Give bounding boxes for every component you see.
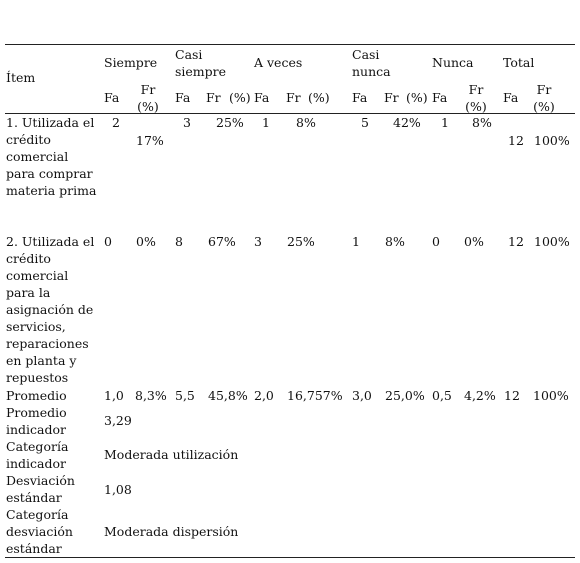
row2-nunca-fr: 0% [464,234,484,249]
header-nunca: Nunca [432,55,474,70]
row2-nunca-fa: 0 [432,234,440,249]
subheader-fa-nunca: Fa [432,90,448,105]
subheader-fa-siempre: Fa [104,90,120,105]
row1-casi-siempre-fr: 25% [216,115,244,130]
row2-a-veces-fa: 3 [254,234,262,249]
subheader-pct-a-veces: (%) [308,90,330,105]
subheader-fr-total: Fr (%) [533,82,555,114]
promedio-casi-siempre-fa: 5,5 [175,388,195,403]
header-casi-nunca: Casi nunca [352,47,391,79]
row2-casi-nunca-fa: 1 [352,234,360,249]
promedio-indicador-value: 3,29 [104,413,132,428]
row1-nunca-fa: 1 [441,115,449,130]
subheader-pct-casi-nunca: (%) [406,90,428,105]
row2-total-fr: 100% [534,234,570,249]
row2-item: 2. Utilizada el crédito comercial para l… [6,234,95,385]
subheader-fa-a-veces: Fa [254,90,270,105]
promedio-a-veces-fa: 2,0 [254,388,274,403]
subheader-fr-siempre: Fr (%) [137,82,159,114]
promedio-nunca-fa: 0,5 [432,388,452,403]
row2-siempre-fr: 0% [136,234,156,249]
promedio-total-fr: 100% [533,388,569,403]
promedio-casi-siempre-fr: 45,8% [208,388,248,403]
row2-siempre-fa: 0 [104,234,112,249]
subheader-fa-total: Fa [503,90,519,105]
promedio-casi-nunca-fr: 25,0% [385,388,425,403]
row1-casi-nunca-fa: 5 [361,115,369,130]
promedio-indicador-label: Promedio indicador [6,405,67,437]
desviacion-estandar-label: Desviación estándar [6,473,75,505]
promedio-label: Promedio [6,388,67,403]
row1-siempre-fa: 2 [112,115,120,130]
header-casi-siempre: Casi siempre [175,47,227,79]
subheader-fr-nunca: Fr (%) [465,82,487,114]
categoria-desviacion-label: Categoría desviación estándar [6,507,73,556]
row1-casi-nunca-fr: 42% [393,115,421,130]
subheader-fa-casi-nunca: Fa [352,90,368,105]
subheader-fr-casi-siempre: Fr [206,90,221,105]
table-top-rule [5,44,575,45]
subheader-fr-casi-nunca: Fr [384,90,399,105]
subheader-pct-casi-siempre: (%) [229,90,251,105]
row2-casi-siempre-fr: 67% [208,234,236,249]
table-bottom-rule [5,557,575,558]
row2-casi-nunca-fr: 8% [385,234,405,249]
row1-total-fa: 12 [508,133,524,148]
subheader-fa-casi-siempre: Fa [175,90,191,105]
row1-casi-siempre-fa: 3 [183,115,191,130]
header-siempre: Siempre [104,55,158,70]
row2-a-veces-fr: 25% [287,234,315,249]
row1-a-veces-fa: 1 [262,115,270,130]
subheader-fr-a-veces: Fr [286,90,301,105]
row1-siempre-fr: 17% [136,133,164,148]
header-total: Total [503,55,535,70]
promedio-nunca-fr: 4,2% [464,388,496,403]
header-a-veces: A veces [254,55,303,70]
promedio-total-fa: 12 [504,388,520,403]
row2-total-fa: 12 [508,234,524,249]
desviacion-estandar-value: 1,08 [104,482,132,497]
row1-nunca-fr: 8% [472,115,492,130]
row2-casi-siempre-fa: 8 [175,234,183,249]
row1-item: 1. Utilizada el crédito comercial para c… [6,115,97,198]
header-item: Ítem [6,70,36,85]
categoria-desviacion-value: Moderada dispersión [104,524,239,539]
promedio-siempre-fa: 1,0 [104,388,124,403]
promedio-a-veces-fr: 16,757% [287,388,343,403]
promedio-siempre-fr: 8,3% [135,388,167,403]
promedio-casi-nunca-fa: 3,0 [352,388,372,403]
row1-a-veces-fr: 8% [296,115,316,130]
categoria-indicador-label: Categoría indicador [6,439,69,471]
header-bottom-rule [5,113,575,114]
row1-total-fr: 100% [534,133,570,148]
categoria-indicador-value: Moderada utilización [104,447,239,462]
